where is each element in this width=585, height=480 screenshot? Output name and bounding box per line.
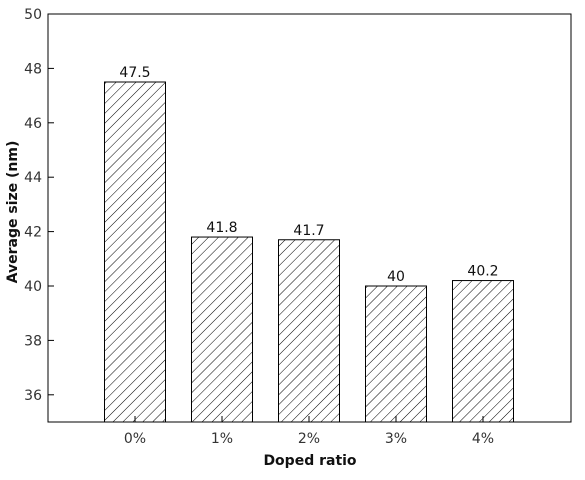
x-tick-label: 4%	[472, 431, 494, 447]
bar	[104, 81, 166, 423]
y-tick-label: 40	[24, 279, 42, 295]
x-axis-title: Doped ratio	[263, 453, 356, 469]
y-tick-label: 36	[24, 388, 42, 404]
y-axis: 36 38 40 42 44 46 48 50	[24, 7, 54, 404]
y-tick-label: 46	[24, 116, 42, 132]
bar-value-label: 40.2	[467, 264, 498, 280]
bar	[191, 236, 253, 423]
bar-series	[104, 81, 514, 423]
x-tick-label: 0%	[124, 431, 146, 447]
x-tick-label: 1%	[211, 431, 233, 447]
y-tick-label: 42	[24, 225, 42, 241]
x-tick-label: 2%	[298, 431, 320, 447]
bar	[278, 239, 340, 423]
bar-value-label: 47.5	[119, 65, 150, 81]
x-tick-label: 3%	[385, 431, 407, 447]
bar-value-label: 41.7	[293, 223, 324, 239]
bar	[365, 285, 427, 423]
bar	[452, 280, 514, 423]
y-tick-label: 50	[24, 7, 42, 23]
data-labels: 47.5 41.8 41.7 40 40.2	[119, 65, 498, 285]
bar-value-label: 40	[387, 269, 405, 285]
y-tick-label: 48	[24, 61, 42, 77]
bar-value-label: 41.8	[206, 220, 237, 236]
y-axis-title: Average size (nm)	[5, 141, 21, 284]
y-tick-label: 44	[24, 170, 42, 186]
y-tick-label: 38	[24, 333, 42, 349]
